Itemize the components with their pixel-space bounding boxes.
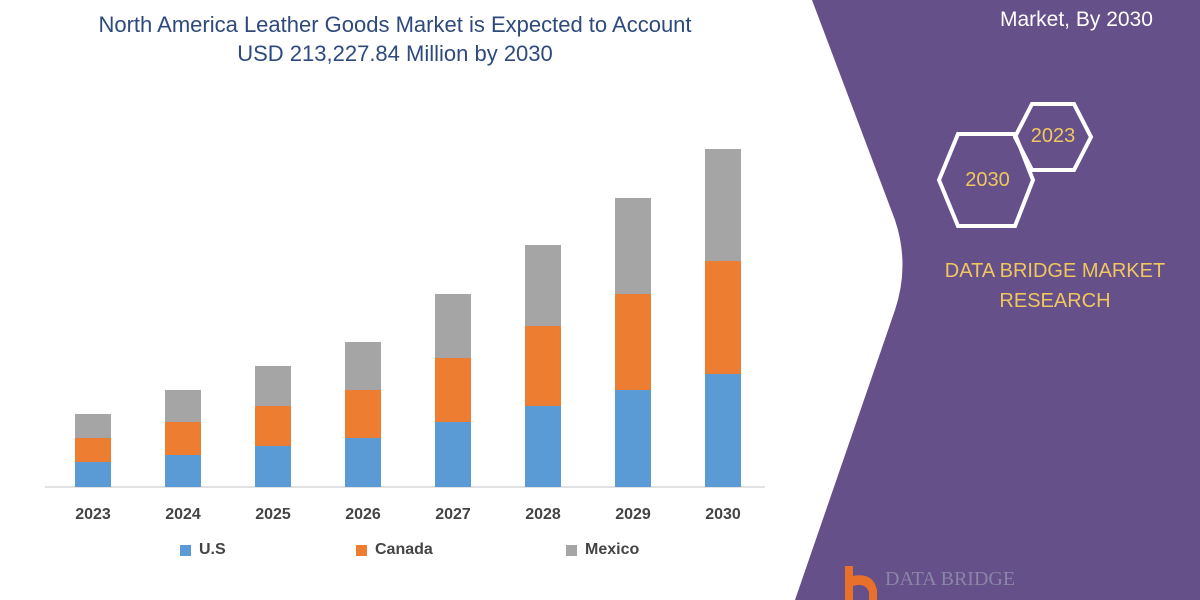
logo-icon: [845, 566, 877, 600]
bar-us-2026: [345, 438, 381, 487]
bar-us-2030: [705, 374, 741, 487]
bar-mexico-2029: [615, 198, 651, 294]
brand-line-2: RESEARCH: [999, 290, 1111, 312]
legend-label: Mexico: [585, 541, 640, 558]
legend-label: U.S: [199, 541, 226, 558]
hex-label-2030: 2030: [965, 169, 1010, 191]
title-line-2: USD 213,227.84 Million by 2030: [237, 41, 553, 66]
bar-mexico-2025: [255, 366, 291, 406]
logo-text: DATA BRIDGE: [885, 568, 1016, 590]
bar-mexico-2023: [75, 414, 111, 438]
x-tick-label: 2027: [435, 506, 471, 523]
brand-line-1: DATA BRIDGE MARKET: [944, 260, 1166, 282]
bar-mexico-2024: [165, 390, 201, 422]
chart-title: North America Leather Goods Market is Ex…: [30, 10, 760, 68]
x-tick-label: 2028: [525, 506, 561, 523]
bar-us-2025: [255, 446, 291, 487]
x-tick-label: 2026: [345, 506, 381, 523]
bar-us-2029: [615, 390, 651, 487]
hex-label-2023: 2023: [1030, 125, 1076, 147]
x-tick-label: 2030: [705, 506, 741, 523]
x-tick-label: 2029: [615, 506, 651, 523]
legend-us: U.S: [180, 541, 226, 559]
chart: 2023 2024 2025 2026 2027 2028 2029 2030: [45, 149, 765, 523]
legend-swatch: [356, 544, 367, 556]
bar-canada-2027: [435, 358, 471, 422]
x-tick-label: 2024: [165, 506, 201, 523]
side-heading: Market, By 2030: [1000, 8, 1153, 31]
legend-swatch: [566, 544, 577, 556]
legend-swatch: [180, 544, 191, 556]
legend-label: Canada: [375, 541, 433, 558]
bar-mexico-2028: [525, 245, 561, 326]
side-panel: [795, 0, 1200, 600]
title-line-1: North America Leather Goods Market is Ex…: [98, 12, 692, 37]
bar-canada-2024: [165, 422, 201, 455]
bar-canada-2025: [255, 406, 291, 446]
bar-mexico-2030: [705, 149, 741, 261]
legend-canada: Canada: [356, 541, 433, 559]
x-tick-label: 2023: [75, 506, 111, 523]
brand-text: DATA BRIDGE MARKET RESEARCH: [920, 256, 1190, 316]
bar-canada-2023: [75, 438, 111, 462]
bar-canada-2029: [615, 294, 651, 390]
bar-mexico-2026: [345, 342, 381, 390]
x-tick-label: 2025: [255, 506, 291, 523]
legend-mexico: Mexico: [566, 541, 639, 559]
bar-us-2023: [75, 462, 111, 487]
bar-canada-2026: [345, 390, 381, 438]
bar-canada-2028: [525, 326, 561, 406]
bar-mexico-2027: [435, 294, 471, 358]
bar-us-2024: [165, 455, 201, 487]
hexagon-2030: [936, 132, 1036, 228]
bar-us-2027: [435, 422, 471, 487]
bar-us-2028: [525, 406, 561, 487]
bar-canada-2030: [705, 261, 741, 374]
